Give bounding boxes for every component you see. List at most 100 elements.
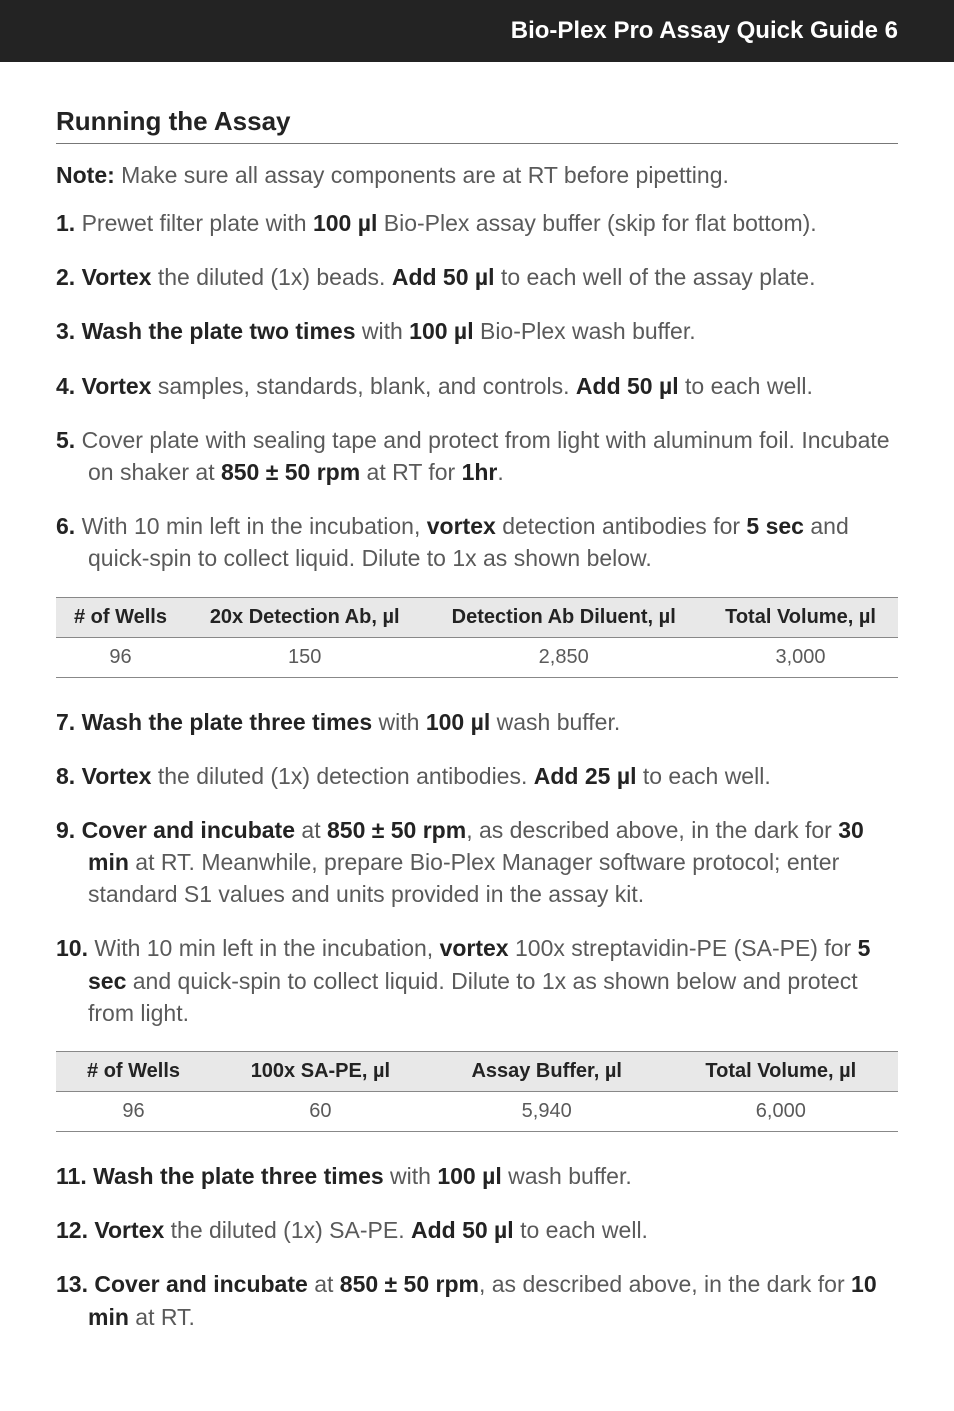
step-text: , as described above, in the dark for [466, 817, 838, 843]
step-bold: vortex [427, 513, 496, 539]
step-text: with [372, 709, 426, 735]
step-text: , as described above, in the dark for [479, 1271, 851, 1297]
table-row: 96 150 2,850 3,000 [56, 637, 898, 677]
step-number: 1. [56, 210, 75, 236]
step-number: 4. Vortex [56, 373, 151, 399]
step-number: 10. [56, 935, 88, 961]
step-text: to each well. [514, 1217, 648, 1243]
step-text: to each well of the assay plate. [495, 264, 816, 290]
step-text: at RT. Meanwhile, prepare Bio-Plex Manag… [88, 849, 839, 907]
step-text: to each well. [636, 763, 770, 789]
step-text: . [497, 459, 503, 485]
step-text: the diluted (1x) beads. [151, 264, 391, 290]
step-text: With 10 min left in the incubation, [88, 935, 440, 961]
table-cell: 3,000 [703, 637, 898, 677]
step-bold: 850 ± 50 rpm [221, 459, 360, 485]
step-text: the diluted (1x) detection antibodies. [151, 763, 533, 789]
step-number: 11. Wash the plate three times [56, 1163, 384, 1189]
sa-pe-table: # of Wells 100x SA-PE, µl Assay Buffer, … [56, 1051, 898, 1132]
table-header: # of Wells [56, 597, 185, 637]
table-header-row: # of Wells 100x SA-PE, µl Assay Buffer, … [56, 1052, 898, 1092]
step-bold: 1hr [462, 459, 498, 485]
table-cell: 96 [56, 1092, 211, 1132]
steps-list: 1. Prewet filter plate with 100 µl Bio-P… [56, 207, 898, 575]
step-text: at RT for [360, 459, 461, 485]
step-text: to each well. [679, 373, 813, 399]
table-header: 100x SA-PE, µl [211, 1052, 430, 1092]
table-header: Detection Ab Diluent, µl [424, 597, 703, 637]
step-bold: 5 sec [746, 513, 804, 539]
step-number: 7. Wash the plate three times [56, 709, 372, 735]
page: Bio-Plex Pro Assay Quick Guide 6 Running… [0, 0, 954, 1411]
step-number: 2. Vortex [56, 264, 151, 290]
step-bold: 100 µl [426, 709, 490, 735]
header-bar: Bio-Plex Pro Assay Quick Guide 6 [0, 0, 954, 62]
step-text: the diluted (1x) SA-PE. [164, 1217, 411, 1243]
step-number: 5. [56, 427, 75, 453]
table-cell: 60 [211, 1092, 430, 1132]
table-cell: 5,940 [430, 1092, 664, 1132]
section-rule [56, 143, 898, 144]
step-3: 3. Wash the plate two times with 100 µl … [56, 315, 898, 347]
steps-list-3: 11. Wash the plate three times with 100 … [56, 1160, 898, 1333]
step-bold: Add 25 µl [534, 763, 637, 789]
table-cell: 6,000 [664, 1092, 898, 1132]
step-1: 1. Prewet filter plate with 100 µl Bio-P… [56, 207, 898, 239]
note-line: Note: Make sure all assay components are… [56, 162, 898, 189]
table-cell: 96 [56, 637, 185, 677]
step-number: 3. Wash the plate two times [56, 318, 355, 344]
step-bold: Add 50 µl [411, 1217, 514, 1243]
step-text: at [308, 1271, 340, 1297]
step-bold: Add 50 µl [576, 373, 679, 399]
table-header: Total Volume, µl [703, 597, 898, 637]
step-number: 6. [56, 513, 75, 539]
step-10: 10. With 10 min left in the incubation, … [56, 932, 898, 1029]
step-text: detection antibodies for [496, 513, 747, 539]
step-text: with [355, 318, 409, 344]
note-label: Note: [56, 162, 115, 188]
note-text: Make sure all assay components are at RT… [115, 162, 729, 188]
detection-ab-table: # of Wells 20x Detection Ab, µl Detectio… [56, 597, 898, 678]
step-text: wash buffer. [502, 1163, 632, 1189]
step-13: 13. Cover and incubate at 850 ± 50 rpm, … [56, 1268, 898, 1332]
step-bold: vortex [440, 935, 509, 961]
step-11: 11. Wash the plate three times with 100 … [56, 1160, 898, 1192]
table-header-row: # of Wells 20x Detection Ab, µl Detectio… [56, 597, 898, 637]
step-text: with [384, 1163, 438, 1189]
table-header: # of Wells [56, 1052, 211, 1092]
step-bold: 100 µl [409, 318, 473, 344]
step-8: 8. Vortex the diluted (1x) detection ant… [56, 760, 898, 792]
steps-list-2: 7. Wash the plate three times with 100 µ… [56, 706, 898, 1030]
step-text: 100x streptavidin-PE (SA-PE) for [509, 935, 858, 961]
table-cell: 2,850 [424, 637, 703, 677]
step-bold: 850 ± 50 rpm [340, 1271, 479, 1297]
step-text: With 10 min left in the incubation, [75, 513, 427, 539]
step-bold: 850 ± 50 rpm [327, 817, 466, 843]
step-text: Bio-Plex wash buffer. [474, 318, 696, 344]
step-5: 5. Cover plate with sealing tape and pro… [56, 424, 898, 488]
step-text: and quick-spin to collect liquid. Dilute… [88, 968, 858, 1026]
table-header: Assay Buffer, µl [430, 1052, 664, 1092]
step-12: 12. Vortex the diluted (1x) SA-PE. Add 5… [56, 1214, 898, 1246]
step-bold: 100 µl [313, 210, 377, 236]
step-text: Prewet filter plate with [75, 210, 313, 236]
section-title: Running the Assay [56, 106, 898, 137]
header-title: Bio-Plex Pro Assay Quick Guide 6 [511, 17, 898, 45]
step-text: at [295, 817, 327, 843]
table-row: 96 60 5,940 6,000 [56, 1092, 898, 1132]
step-9: 9. Cover and incubate at 850 ± 50 rpm, a… [56, 814, 898, 911]
step-4: 4. Vortex samples, standards, blank, and… [56, 370, 898, 402]
step-text: samples, standards, blank, and controls. [151, 373, 575, 399]
step-number: 8. Vortex [56, 763, 151, 789]
table-cell: 150 [185, 637, 424, 677]
step-7: 7. Wash the plate three times with 100 µ… [56, 706, 898, 738]
table-header: Total Volume, µl [664, 1052, 898, 1092]
step-6: 6. With 10 min left in the incubation, v… [56, 510, 898, 574]
step-text: at RT. [129, 1304, 195, 1330]
step-number: 9. Cover and incubate [56, 817, 295, 843]
step-2: 2. Vortex the diluted (1x) beads. Add 50… [56, 261, 898, 293]
step-bold: Add 50 µl [392, 264, 495, 290]
step-bold: 100 µl [437, 1163, 501, 1189]
step-number: 12. Vortex [56, 1217, 164, 1243]
step-text: Bio-Plex assay buffer (skip for flat bot… [377, 210, 816, 236]
